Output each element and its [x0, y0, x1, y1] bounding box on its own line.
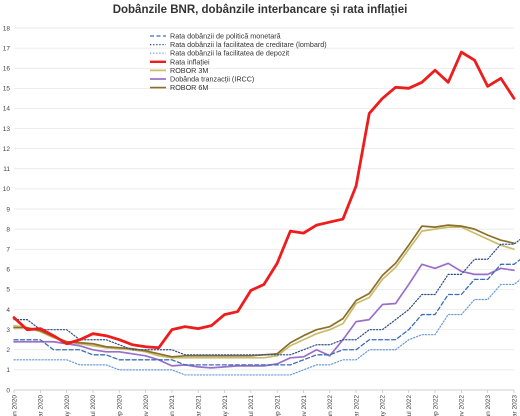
y-tick-label: 14 [3, 106, 11, 113]
x-tick-label: May 2021 [222, 395, 229, 416]
series-line [12, 50, 516, 350]
y-tick-label: 3 [6, 327, 10, 334]
y-tick-label: 5 [6, 287, 10, 294]
y-tick-label: 2 [6, 347, 10, 354]
x-tick-label: Jul 2020 [90, 395, 97, 416]
y-tick-label: 15 [3, 86, 11, 93]
legend-label: Rata dobânzii la facilitatea de depozit [170, 49, 289, 58]
x-tick-label: Sep 2021 [274, 395, 281, 416]
y-tick-label: 6 [6, 267, 10, 274]
x-tick-label: Jan 2020 [11, 395, 18, 416]
y-tick-label: 0 [6, 387, 10, 394]
y-tick-label: 12 [3, 146, 11, 153]
x-tick-label: Mar 2020 [38, 395, 45, 416]
x-tick-label: Sep 2022 [432, 395, 439, 416]
x-tick-label: Jan 2022 [327, 395, 334, 416]
legend-label: ROBOR 3M [170, 66, 208, 75]
y-tick-label: 1 [6, 367, 10, 374]
y-tick-label: 8 [6, 226, 10, 233]
legend-label: Dobânda tranzacții (IRCC) [170, 75, 254, 84]
x-tick-label: Jul 2022 [406, 395, 413, 416]
y-tick-label: 16 [3, 66, 11, 73]
x-tick-label: Jan 2023 [485, 395, 492, 416]
x-tick-label: Jul 2021 [248, 395, 255, 416]
x-tick-label: Jan 2021 [169, 395, 176, 416]
x-tick-label: May 2020 [64, 395, 71, 416]
x-tick-label: Nov 2021 [301, 395, 308, 416]
legend-label: Rata inflației [170, 57, 210, 66]
y-tick-label: 7 [6, 247, 10, 254]
chart-title: Dobânzile BNR, dobânzile interbancare și… [112, 4, 408, 16]
series-line [13, 279, 520, 376]
y-tick-label: 17 [3, 45, 11, 52]
x-tick-label: Sep 2020 [117, 395, 124, 416]
x-tick-label: May 2022 [380, 395, 387, 416]
x-tick-label: Mar 2023 [511, 395, 518, 416]
x-tick-label: Nov 2022 [459, 395, 466, 416]
y-tick-label: 18 [3, 25, 11, 32]
series-line [13, 258, 520, 366]
y-tick-label: 10 [3, 186, 11, 193]
legend-label: Rata dobânzii de politică monetară [170, 32, 281, 41]
y-tick-label: 13 [3, 126, 11, 133]
legend-label: ROBOR 6M [170, 83, 208, 92]
x-tick-label: Nov 2020 [143, 395, 150, 416]
y-tick-label: 11 [3, 166, 10, 173]
series-layer [12, 50, 520, 376]
series-line [13, 262, 515, 369]
series-line [13, 238, 520, 356]
series-line [13, 226, 515, 359]
x-tick-label: Mar 2021 [196, 395, 203, 416]
legend-label: Rata dobânzii la facilitatea de creditar… [170, 40, 327, 49]
series-line [13, 224, 515, 358]
x-tick-label: Mar 2022 [353, 395, 360, 416]
y-tick-label: 4 [6, 307, 10, 314]
grid-layer [14, 27, 514, 391]
y-tick-label: 9 [6, 206, 10, 213]
